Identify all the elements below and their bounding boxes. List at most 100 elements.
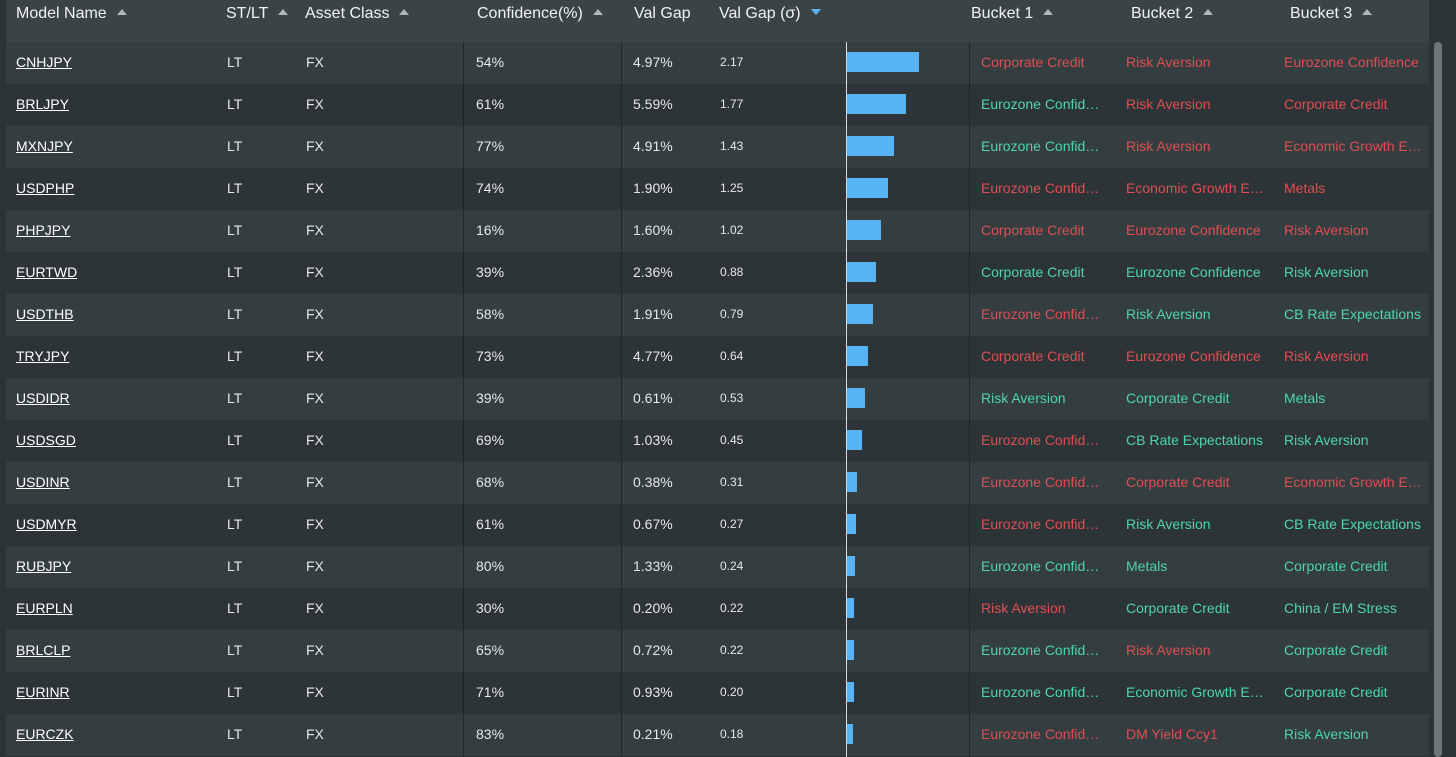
val-gap-sigma-bar	[847, 430, 862, 450]
table-row[interactable]: MXNJPY LT FX 77% 4.91% 1.43 Eurozone Confidenc…	[6, 126, 1429, 168]
model-name-link[interactable]: PHPJPY	[16, 222, 71, 238]
column-header-st-lt[interactable]: ST/LT	[226, 0, 289, 30]
table-row[interactable]: USDPHP LT FX 74% 1.90% 1.25 Eurozone Confidenc…	[6, 168, 1429, 210]
bucket-3-cell: Corporate Credit	[1284, 558, 1388, 574]
val-gap-sigma-bar	[847, 514, 856, 534]
asset-class-cell: FX	[306, 600, 324, 616]
column-header-asset-class[interactable]: Asset Class	[305, 0, 410, 30]
model-name-link[interactable]: USDMYR	[16, 516, 77, 532]
table-row[interactable]: USDIDR LT FX 39% 0.61% 0.53 Risk Aversion Corpo…	[6, 378, 1429, 420]
table-row[interactable]: USDMYR LT FX 61% 0.67% 0.27 Eurozone Confidenc…	[6, 504, 1429, 546]
bucket-1-cell: Eurozone Confidence	[981, 684, 1101, 700]
model-name-link[interactable]: TRYJPY	[16, 348, 70, 364]
bucket-3-cell: Corporate Credit	[1284, 96, 1388, 112]
model-name-link[interactable]: EURPLN	[16, 600, 73, 616]
bucket-1-cell: Risk Aversion	[981, 600, 1066, 616]
bucket-2-cell: CB Rate Expectations	[1126, 432, 1263, 448]
table-row[interactable]: USDSGD LT FX 69% 1.03% 0.45 Eurozone Confiden c…	[6, 420, 1429, 462]
model-name-link[interactable]: EURINR	[16, 684, 70, 700]
bucket-1-cell: Eurozone Confidence	[981, 96, 1101, 112]
asset-class-cell: FX	[306, 684, 324, 700]
scrollbar-thumb[interactable]	[1434, 42, 1442, 757]
table-header: Model Name ST/LT Asset Class Confidence(…	[6, 0, 1429, 43]
val-gap-sigma-bar	[847, 304, 873, 324]
model-name-link[interactable]: EURCZK	[16, 726, 74, 742]
confidence-cell: 61%	[476, 96, 505, 112]
table-row[interactable]: USDINR LT FX 68% 0.38% 0.31 Eurozone Confiden c…	[6, 462, 1429, 504]
model-name-link[interactable]: USDSGD	[16, 432, 76, 448]
bucket-2-cell: Economic Growth Expectations	[1126, 684, 1264, 700]
val-gap-cell: 1.03%	[633, 432, 673, 448]
val-gap-sigma-bar	[847, 220, 881, 240]
model-name-link[interactable]: MXNJPY	[16, 138, 73, 154]
model-name-link[interactable]: USDINR	[16, 474, 70, 490]
bucket-3-cell: Risk Aversion	[1284, 264, 1369, 280]
column-header-model-name[interactable]: Model Name	[16, 0, 127, 30]
column-divider	[621, 42, 622, 757]
sort-ascending-icon[interactable]	[399, 8, 410, 15]
sort-ascending-icon[interactable]	[116, 8, 127, 15]
bucket-2-cell: Eurozone Confidence	[1126, 264, 1261, 280]
sort-descending-icon[interactable]	[810, 8, 821, 15]
sort-ascending-icon[interactable]	[1203, 8, 1214, 15]
table-row[interactable]: CNHJPY LT FX 54% 4.97% 2.17 Corporate Credit Ri…	[6, 42, 1429, 84]
column-header-bucket-1[interactable]: Bucket 1	[971, 0, 1054, 30]
model-name-link[interactable]: CNHJPY	[16, 54, 73, 70]
table-row[interactable]: RUBJPY LT FX 80% 1.33% 0.24 Eurozone Confidenc…	[6, 546, 1429, 588]
table-row[interactable]: EURPLN LT FX 30% 0.20% 0.22 Risk Aversion Corpo…	[6, 588, 1429, 630]
column-header-confidence[interactable]: Confidence(%)	[477, 0, 603, 30]
bucket-2-cell: Corporate Credit	[1126, 474, 1230, 490]
table-row[interactable]: USDTHB LT FX 58% 1.91% 0.79 Eurozone Confidenc…	[6, 294, 1429, 336]
sort-ascending-icon[interactable]	[592, 8, 603, 15]
bucket-2-cell: Risk Aversion	[1126, 306, 1211, 322]
bucket-1-cell: Eurozone Confidence	[981, 306, 1101, 322]
table-row[interactable]: EURINR LT FX 71% 0.93% 0.20 Eurozone Confidenc…	[6, 672, 1429, 714]
st-lt-cell: LT	[227, 558, 243, 574]
model-name-link[interactable]: BRLCLP	[16, 642, 71, 658]
bucket-1-cell: Eurozone Confidence	[981, 558, 1101, 574]
asset-class-cell: FX	[306, 306, 324, 322]
bucket-2-cell: Risk Aversion	[1126, 96, 1211, 112]
scrollbar-track[interactable]	[1429, 0, 1456, 757]
model-name-link[interactable]: USDIDR	[16, 390, 70, 406]
bucket-1-cell: Corporate Credit	[981, 54, 1085, 70]
confidence-cell: 39%	[476, 264, 505, 280]
column-header-bucket-2[interactable]: Bucket 2	[1131, 0, 1214, 30]
table-row[interactable]: PHPJPY LT FX 16% 1.60% 1.02 Corporate Credit Eu…	[6, 210, 1429, 252]
sort-ascending-icon[interactable]	[1362, 8, 1373, 15]
model-name-link[interactable]: BRLJPY	[16, 96, 69, 112]
column-header-label: Bucket 3	[1290, 5, 1353, 22]
bucket-3-cell: CB Rate Expectations	[1284, 516, 1421, 532]
val-gap-sigma-bar	[847, 556, 855, 576]
column-header-val-gap-sigma[interactable]: Val Gap (σ)	[719, 0, 821, 30]
val-gap-sigma-cell: 0.20	[720, 685, 744, 699]
table-row[interactable]: BRLJPY LT FX 61% 5.59% 1.77 Eurozone Confidenc…	[6, 84, 1429, 126]
table-row[interactable]: BRLCLP LT FX 65% 0.72% 0.22 Eurozone Confidenc…	[6, 630, 1429, 672]
column-header-bucket-3[interactable]: Bucket 3	[1290, 0, 1373, 30]
val-gap-sigma-bar	[847, 94, 906, 114]
model-name-link[interactable]: EURTWD	[16, 264, 78, 280]
model-name-link[interactable]: USDPHP	[16, 180, 75, 196]
table-row[interactable]: TRYJPY LT FX 73% 4.77% 0.64 Corporate Credit Eu…	[6, 336, 1429, 378]
table-row[interactable]: EURCZK LT FX 83% 0.21% 0.18 Eurozone Confidenc…	[6, 714, 1429, 756]
sort-ascending-icon[interactable]	[1043, 8, 1054, 15]
val-gap-sigma-bar	[847, 52, 919, 72]
asset-class-cell: FX	[306, 558, 324, 574]
column-divider	[463, 42, 464, 757]
val-gap-sigma-cell: 2.17	[720, 55, 744, 69]
column-header-label: Bucket 1	[971, 5, 1034, 22]
model-name-link[interactable]: USDTHB	[16, 306, 74, 322]
bucket-1-cell: Eurozone Confidence	[981, 474, 1101, 490]
st-lt-cell: LT	[227, 306, 243, 322]
table-row[interactable]: EURTWD LT FX 39% 2.36% 0.88 Corporate Credit Eu…	[6, 252, 1429, 294]
column-header-val-gap[interactable]: Val Gap	[634, 0, 691, 30]
model-name-link[interactable]: RUBJPY	[16, 558, 72, 574]
sort-ascending-icon[interactable]	[278, 8, 289, 15]
st-lt-cell: LT	[227, 96, 243, 112]
bucket-1-cell: Risk Aversion	[981, 390, 1066, 406]
confidence-cell: 80%	[476, 558, 505, 574]
st-lt-cell: LT	[227, 432, 243, 448]
confidence-cell: 83%	[476, 726, 505, 742]
confidence-cell: 74%	[476, 180, 505, 196]
val-gap-sigma-cell: 0.31	[720, 475, 744, 489]
